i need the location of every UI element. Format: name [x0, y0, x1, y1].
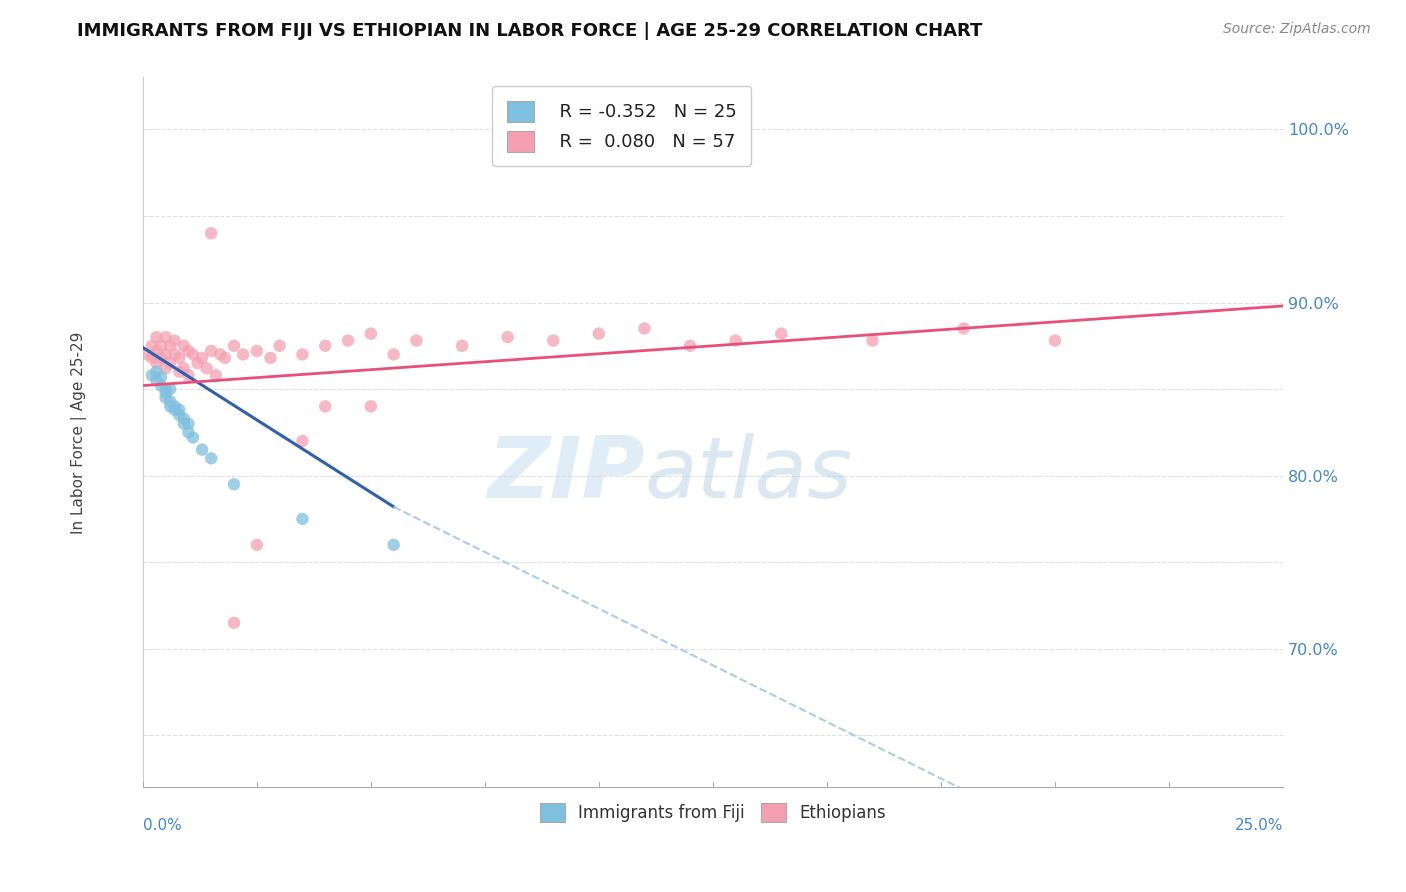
Point	[246, 343, 269, 358]
Point	[232, 347, 254, 361]
Text: IMMIGRANTS FROM FIJI VS ETHIOPIAN IN LABOR FORCE | AGE 25-29 CORRELATION CHART: IMMIGRANTS FROM FIJI VS ETHIOPIAN IN LAB…	[77, 22, 983, 40]
Point	[155, 361, 177, 376]
Point	[169, 402, 191, 417]
Point	[173, 339, 195, 353]
Point	[163, 334, 186, 348]
Point	[159, 339, 181, 353]
Point	[382, 538, 405, 552]
Point	[952, 321, 974, 335]
Point	[269, 339, 291, 353]
Legend: Immigrants from Fiji, Ethiopians: Immigrants from Fiji, Ethiopians	[533, 796, 893, 829]
Point	[222, 477, 245, 491]
Point	[200, 226, 222, 240]
Point	[173, 411, 195, 425]
Point	[141, 339, 163, 353]
Point	[191, 351, 214, 365]
Y-axis label: In Labor Force | Age 25-29: In Labor Force | Age 25-29	[72, 331, 87, 533]
Point	[145, 343, 167, 358]
Point	[145, 330, 167, 344]
Point	[159, 400, 181, 414]
Point	[159, 394, 181, 409]
Text: 0.0%: 0.0%	[143, 818, 181, 833]
Point	[588, 326, 610, 341]
Point	[155, 391, 177, 405]
Point	[541, 334, 564, 348]
Point	[141, 368, 163, 383]
Point	[159, 382, 181, 396]
Text: atlas: atlas	[644, 434, 852, 516]
Point	[169, 365, 191, 379]
Point	[163, 347, 186, 361]
Point	[155, 382, 177, 396]
Point	[209, 347, 232, 361]
Point	[1043, 334, 1066, 348]
Point	[291, 347, 314, 361]
Point	[169, 351, 191, 365]
Point	[633, 321, 655, 335]
Point	[150, 378, 173, 392]
Point	[163, 402, 186, 417]
Point	[222, 615, 245, 630]
Point	[136, 347, 159, 361]
Point	[169, 408, 191, 422]
Point	[314, 339, 336, 353]
Point	[177, 368, 200, 383]
Point	[862, 334, 884, 348]
Point	[173, 417, 195, 431]
Text: 25.0%: 25.0%	[1234, 818, 1282, 833]
Point	[159, 356, 181, 370]
Point	[181, 347, 204, 361]
Point	[451, 339, 474, 353]
Point	[259, 351, 281, 365]
Point	[155, 385, 177, 400]
Point	[214, 351, 236, 365]
Point	[314, 400, 336, 414]
Point	[204, 368, 226, 383]
Point	[360, 326, 382, 341]
Point	[150, 339, 173, 353]
Point	[200, 343, 222, 358]
Point	[200, 451, 222, 466]
Point	[291, 434, 314, 448]
Point	[177, 343, 200, 358]
Point	[155, 347, 177, 361]
Text: Source: ZipAtlas.com: Source: ZipAtlas.com	[1223, 22, 1371, 37]
Text: ZIP: ZIP	[486, 434, 644, 516]
Point	[145, 356, 167, 370]
Point	[145, 373, 167, 387]
Point	[337, 334, 360, 348]
Point	[177, 417, 200, 431]
Point	[163, 400, 186, 414]
Point	[496, 330, 519, 344]
Point	[145, 365, 167, 379]
Point	[181, 431, 204, 445]
Point	[770, 326, 793, 341]
Point	[724, 334, 747, 348]
Point	[405, 334, 427, 348]
Point	[191, 442, 214, 457]
Point	[177, 425, 200, 440]
Point	[679, 339, 702, 353]
Point	[155, 330, 177, 344]
Point	[141, 351, 163, 365]
Point	[291, 512, 314, 526]
Point	[222, 339, 245, 353]
Point	[360, 400, 382, 414]
Point	[173, 361, 195, 376]
Point	[150, 351, 173, 365]
Point	[186, 356, 208, 370]
Point	[246, 538, 269, 552]
Point	[382, 347, 405, 361]
Point	[150, 370, 173, 384]
Point	[195, 361, 218, 376]
